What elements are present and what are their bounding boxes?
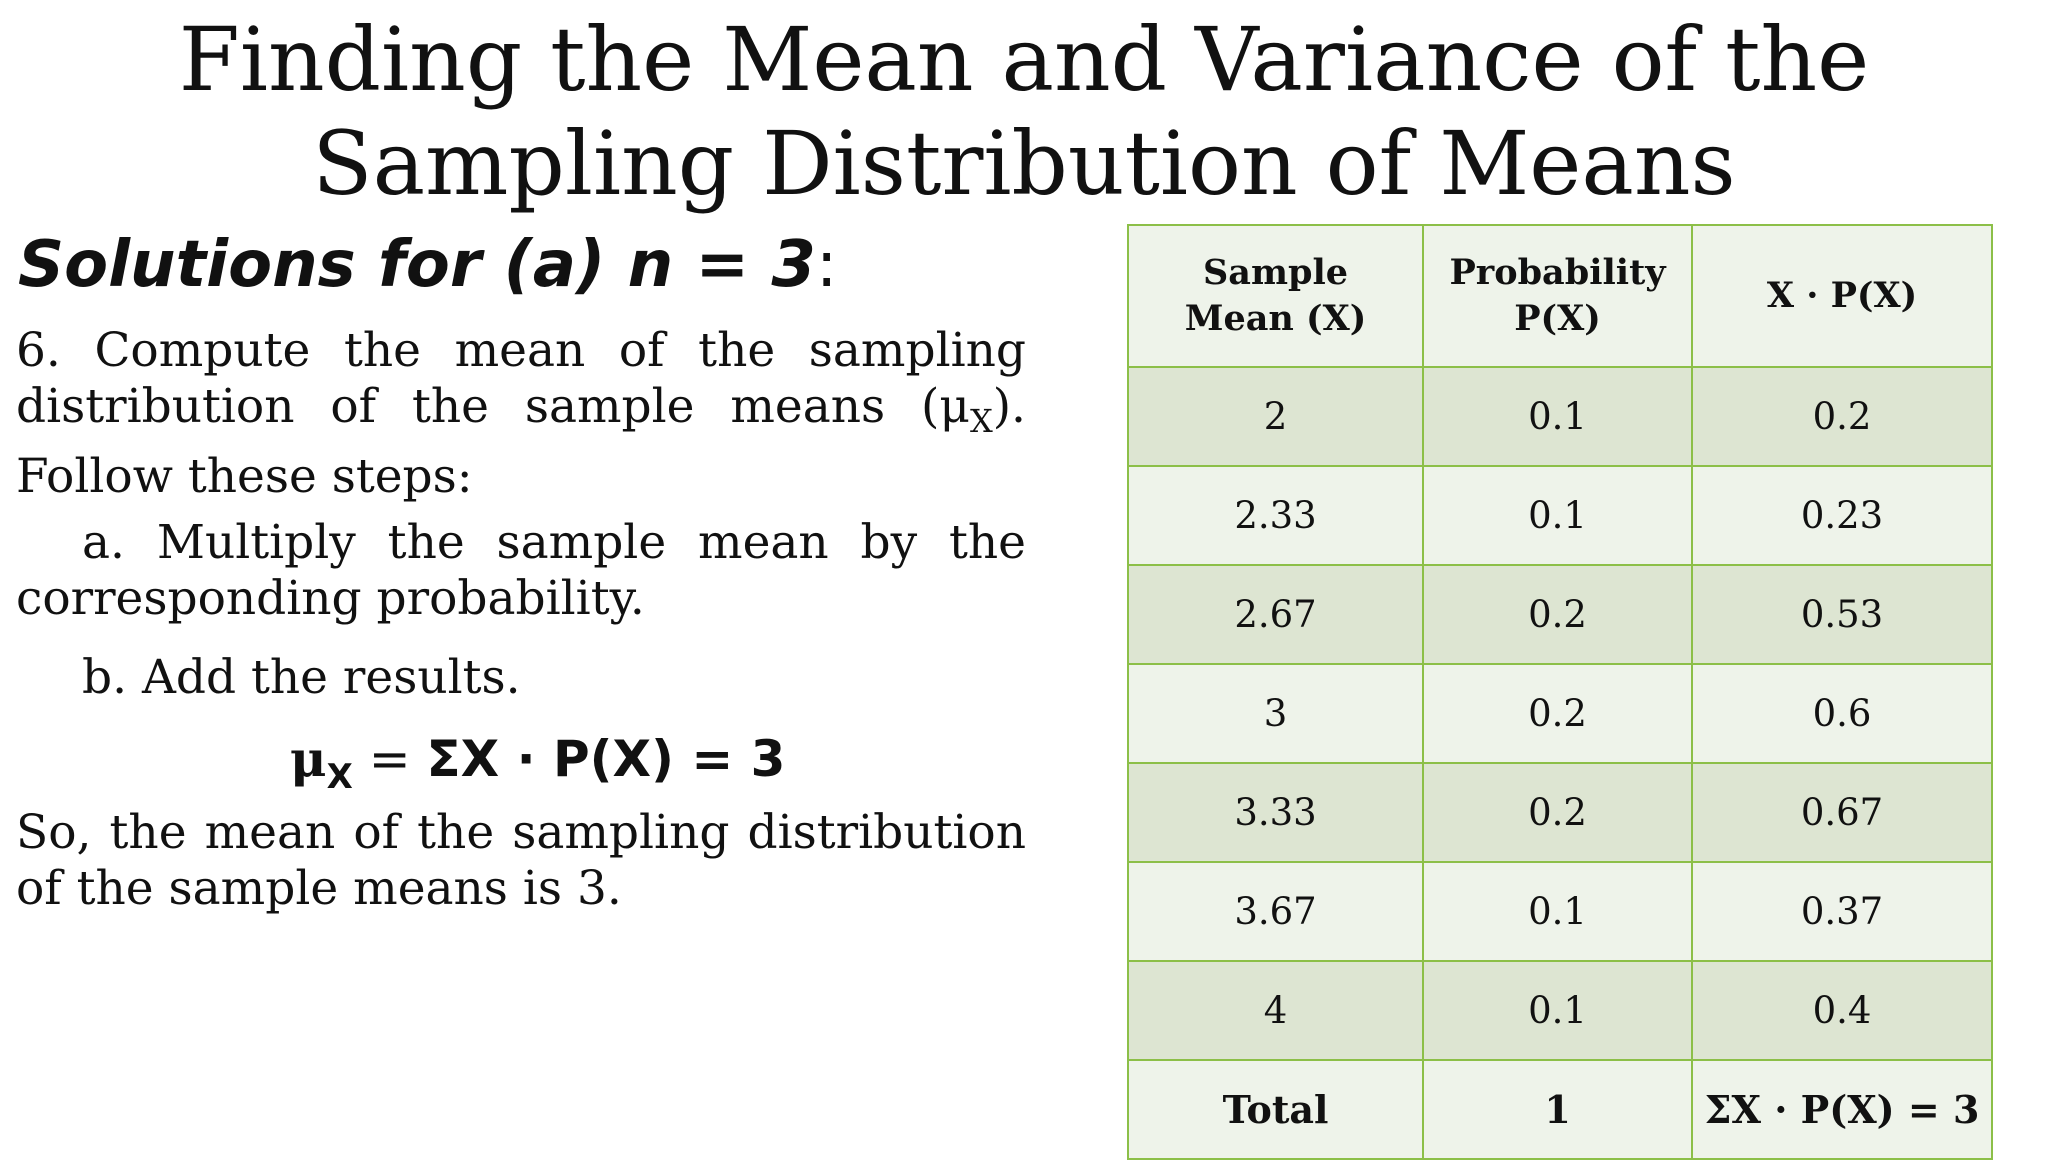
table-row: 3.33 0.2 0.67 — [1126, 762, 1993, 863]
conclusion-paragraph: So, the mean of the sampling distributio… — [16, 805, 1026, 916]
step-6-paragraph: 6. Compute the mean of the sampling dist… — [16, 323, 1026, 505]
formula-subscript: X — [326, 757, 353, 797]
header-probability-line1: Probability — [1449, 252, 1666, 293]
step-b-paragraph: b. Add the results. — [82, 650, 521, 705]
header-sample-mean: Sample Mean (X) — [1126, 224, 1425, 368]
title-line-1: Finding the Mean and Variance of the — [178, 8, 1870, 111]
cell-product: 0.4 — [1691, 960, 1993, 1061]
slide-title: Finding the Mean and Variance of the Sam… — [0, 8, 2048, 216]
table-row: 2.67 0.2 0.53 — [1126, 564, 1993, 665]
header-probability-line2: P(X) — [1514, 298, 1601, 339]
table-row: 2 0.1 0.2 — [1126, 366, 1993, 467]
cell-probability: 0.2 — [1422, 564, 1694, 665]
step-6-end: ). Follow these steps: — [16, 379, 1026, 504]
total-probability: 1 — [1422, 1059, 1694, 1160]
cell-product: 0.67 — [1691, 762, 1993, 863]
formula-equals: = — [352, 730, 427, 788]
cell-probability: 0.1 — [1422, 861, 1694, 962]
solutions-heading: Solutions for (a) n = 3: — [18, 225, 837, 305]
table-row: 2.33 0.1 0.23 — [1126, 465, 1993, 566]
cell-probability: 0.1 — [1422, 960, 1694, 1061]
cell-sample-mean: 2 — [1126, 366, 1425, 467]
step-6-text: 6. Compute the mean of the sampling dist… — [16, 323, 1026, 434]
cell-sample-mean: 2.33 — [1126, 465, 1425, 566]
cell-probability: 0.2 — [1422, 762, 1694, 863]
formula-mu: μ — [290, 729, 327, 788]
header-sample-mean-line2: Mean (X) — [1184, 298, 1367, 339]
mean-formula: μX = ΣX · P(X) = 3 — [290, 727, 785, 809]
cell-product: 0.23 — [1691, 465, 1993, 566]
cell-probability: 0.1 — [1422, 366, 1694, 467]
header-probability: Probability P(X) — [1422, 224, 1694, 368]
table-total-row: Total 1 ΣX · P(X) = 3 — [1126, 1059, 1993, 1160]
step-a-paragraph: a. Multiply the sample mean by the corre… — [16, 515, 1026, 626]
table-row: 3 0.2 0.6 — [1126, 663, 1993, 764]
cell-product: 0.6 — [1691, 663, 1993, 764]
cell-product: 0.53 — [1691, 564, 1993, 665]
header-sample-mean-line1: Sample — [1203, 252, 1349, 293]
cell-sample-mean: 3.33 — [1126, 762, 1425, 863]
cell-probability: 0.2 — [1422, 663, 1694, 764]
cell-sample-mean: 3 — [1126, 663, 1425, 764]
table-row: 4 0.1 0.4 — [1126, 960, 1993, 1061]
total-label: Total — [1126, 1059, 1425, 1160]
table-header-row: Sample Mean (X) Probability P(X) X · P(X) — [1126, 224, 1993, 368]
title-line-2: Sampling Distribution of Means — [312, 112, 1736, 215]
table-row: 3.67 0.1 0.37 — [1126, 861, 1993, 962]
cell-sample-mean: 2.67 — [1126, 564, 1425, 665]
step-6-subscript: X — [969, 402, 993, 440]
total-product: ΣX · P(X) = 3 — [1691, 1059, 1993, 1160]
solutions-heading-text: Solutions for (a) n = 3 — [18, 228, 816, 302]
cell-product: 0.2 — [1691, 366, 1993, 467]
cell-sample-mean: 3.67 — [1126, 861, 1425, 962]
formula-expression: ΣX · P(X) = 3 — [426, 730, 786, 788]
header-product: X · P(X) — [1691, 224, 1993, 368]
cell-sample-mean: 4 — [1126, 960, 1425, 1061]
solutions-heading-colon: : — [815, 228, 838, 302]
cell-probability: 0.1 — [1422, 465, 1694, 566]
cell-product: 0.37 — [1691, 861, 1993, 962]
sampling-distribution-table: Sample Mean (X) Probability P(X) X · P(X) … — [1126, 224, 1993, 1160]
